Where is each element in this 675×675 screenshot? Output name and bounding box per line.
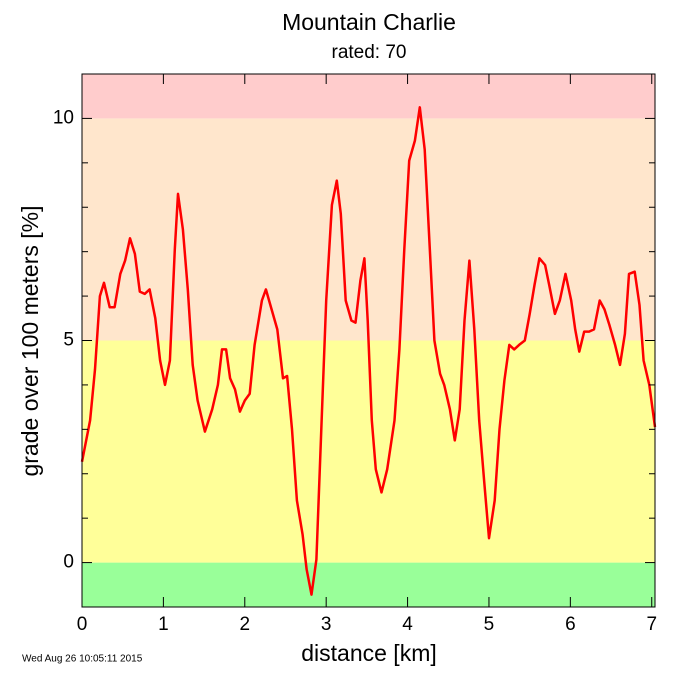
x-tick-label: 0	[77, 614, 88, 635]
x-tick-label: 2	[239, 614, 250, 635]
timestamp: Wed Aug 26 10:05:11 2015	[22, 654, 143, 665]
x-tick-label: 5	[484, 614, 495, 635]
x-tick-label: 4	[402, 614, 413, 635]
y-tick-label: 0	[63, 552, 74, 573]
y-tick-label: 10	[53, 107, 74, 128]
x-tick-label: 3	[321, 614, 332, 635]
chart-title: Mountain Charlie	[282, 9, 456, 35]
band	[82, 118, 655, 341]
x-tick-label: 6	[565, 614, 576, 635]
band	[82, 74, 655, 119]
x-axis-label: distance [km]	[301, 640, 437, 666]
data-line	[80, 106, 657, 596]
chart-subtitle: rated: 70	[332, 42, 407, 63]
x-tick-label: 1	[158, 614, 169, 635]
y-tick-label: 5	[63, 330, 74, 351]
band	[82, 340, 655, 563]
y-axis-label: grade over 100 meters [%]	[17, 205, 43, 476]
band	[82, 562, 655, 607]
x-tick-label: 7	[646, 614, 657, 635]
